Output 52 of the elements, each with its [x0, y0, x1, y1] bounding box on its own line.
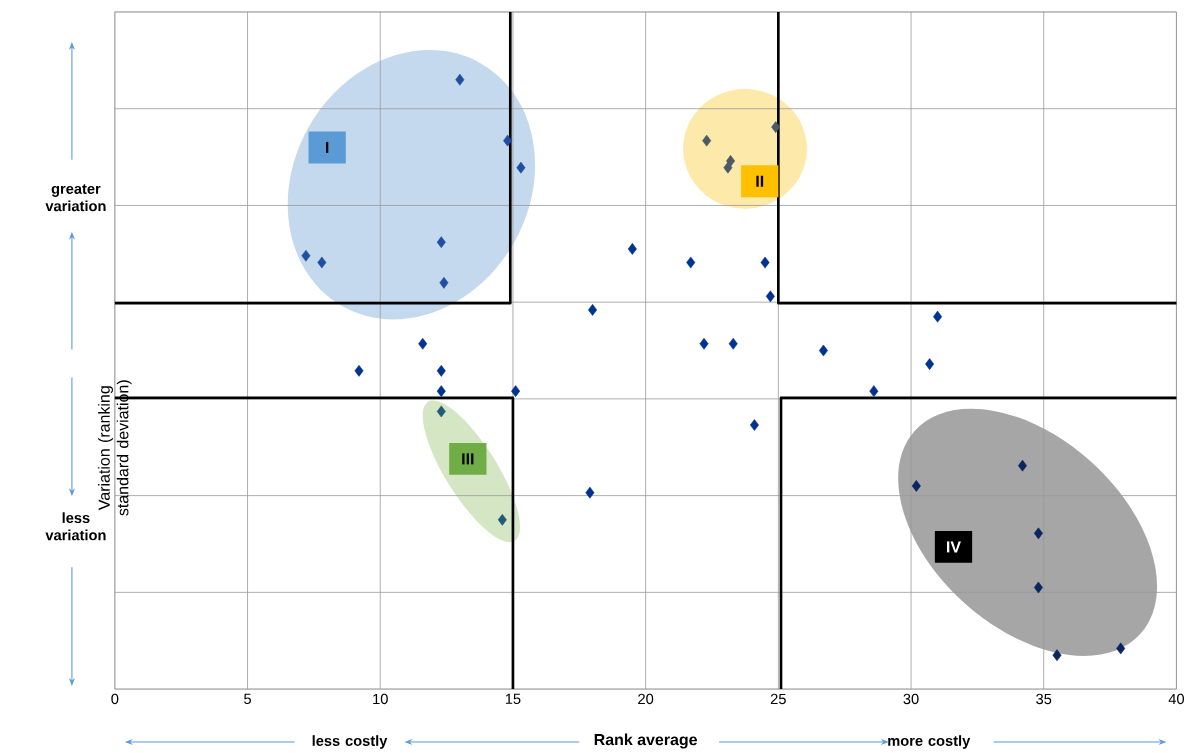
point [503, 134, 513, 147]
point [511, 385, 521, 397]
point [436, 405, 446, 418]
point [497, 513, 507, 526]
point [749, 419, 759, 431]
point [1116, 642, 1126, 655]
point [439, 276, 449, 289]
point [1052, 649, 1062, 661]
annotation: I [326, 141, 329, 153]
x-tick-label: 30 [903, 693, 919, 705]
point [760, 256, 770, 269]
annotation: IV [947, 541, 961, 553]
point [588, 303, 598, 316]
x-tick-label: 40 [1168, 693, 1184, 705]
point [925, 358, 935, 370]
x-tick-label: 0 [111, 693, 119, 705]
point [1033, 527, 1043, 540]
point [436, 236, 446, 248]
x-tick-label: 5 [244, 693, 251, 704]
point [818, 344, 828, 357]
x-tick-label: 20 [638, 693, 654, 705]
point [516, 161, 526, 174]
point [699, 337, 709, 350]
point [585, 486, 595, 499]
point [455, 73, 465, 86]
point [911, 479, 921, 492]
x-axis-title: Rank average [594, 733, 698, 749]
point [436, 385, 446, 397]
text: less costly [312, 735, 388, 749]
x-tick-label: 15 [505, 693, 521, 704]
point [686, 256, 696, 269]
x-tick-label: 25 [770, 693, 786, 705]
point [723, 161, 733, 174]
text: greater variation [45, 184, 106, 212]
point [869, 385, 879, 397]
point [418, 337, 428, 350]
point [728, 337, 738, 350]
point [933, 310, 943, 323]
text: more costly [888, 735, 971, 749]
point [301, 249, 311, 262]
point [354, 364, 364, 377]
x-tick-label: 10 [373, 693, 388, 705]
point [765, 290, 775, 303]
point [771, 121, 781, 133]
annotation: II [756, 175, 764, 187]
point [627, 242, 637, 255]
point [1033, 581, 1043, 594]
point [317, 256, 327, 269]
x-tick-label: 35 [1036, 693, 1052, 705]
point [436, 364, 446, 377]
point [702, 134, 712, 147]
annotation: III [462, 453, 474, 465]
